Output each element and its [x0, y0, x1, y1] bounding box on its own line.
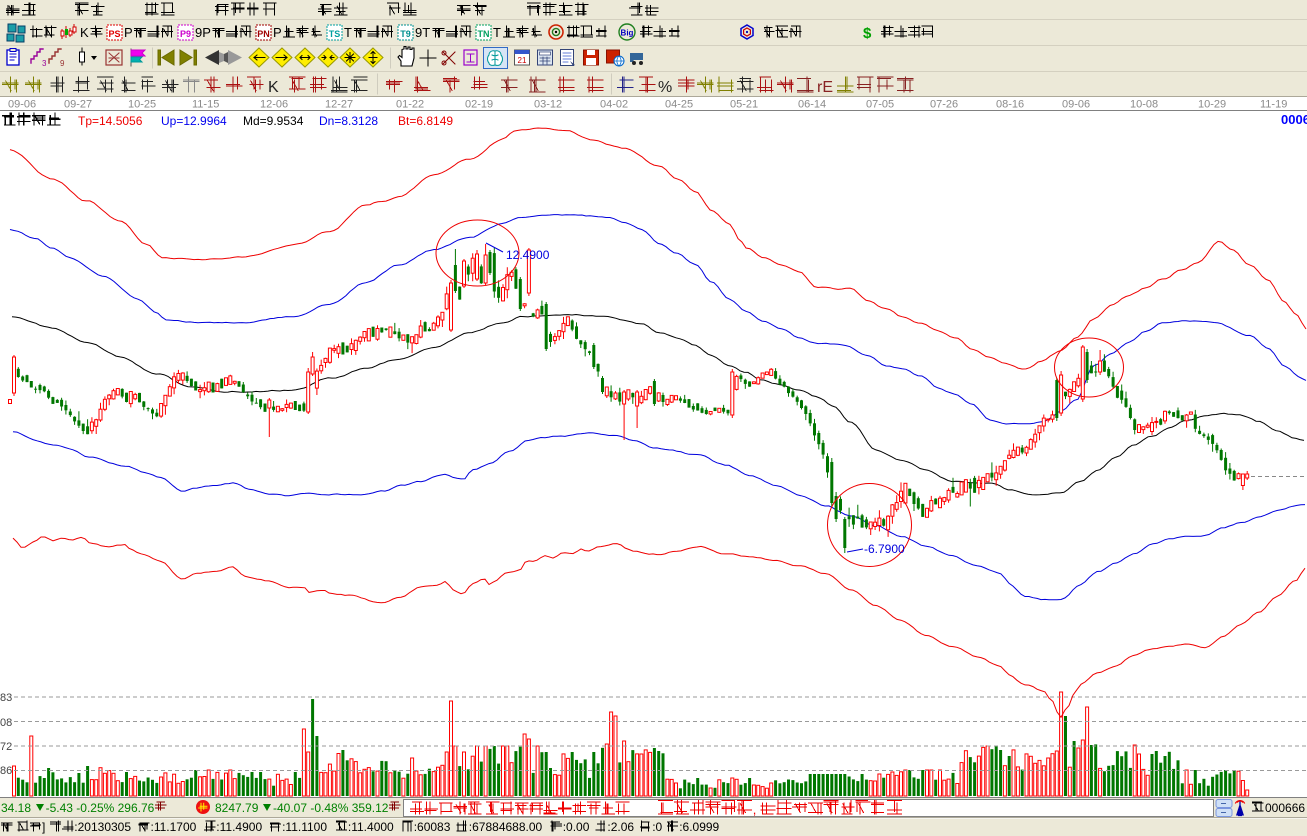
- svg-text:T: T: [344, 25, 352, 40]
- svg-text:10-08: 10-08: [1130, 99, 1158, 111]
- svg-text:02-19: 02-19: [465, 99, 493, 111]
- svg-text:3: 3: [42, 59, 47, 68]
- svg-text:000666: 000666: [1281, 112, 1307, 127]
- svg-text::67884688.00: :67884688.00: [469, 820, 543, 834]
- svg-text:9P: 9P: [195, 25, 211, 40]
- svg-text:01-22: 01-22: [396, 99, 424, 111]
- svg-text:11-15: 11-15: [192, 99, 219, 111]
- svg-text:06-14: 06-14: [798, 99, 826, 111]
- svg-text:-5.43 -0.25% 296.76: -5.43 -0.25% 296.76: [46, 801, 155, 815]
- svg-text:Dn=8.3128: Dn=8.3128: [319, 114, 378, 128]
- svg-text:09-27: 09-27: [64, 99, 92, 111]
- svg-text::11.4000: :11.4000: [348, 820, 394, 834]
- svg-text:07-26: 07-26: [930, 99, 958, 111]
- svg-text:-40.07 -0.48% 359.12: -40.07 -0.48% 359.12: [273, 801, 389, 815]
- svg-text:rE: rE: [817, 79, 833, 96]
- svg-text::0: :0: [652, 820, 662, 834]
- svg-text:12.4900: 12.4900: [506, 248, 550, 262]
- svg-text:TS: TS: [329, 29, 341, 39]
- svg-text::2.06: :2.06: [607, 820, 634, 834]
- svg-text:-6.7900: -6.7900: [864, 542, 905, 556]
- svg-text:86: 86: [0, 765, 12, 777]
- svg-text:TN: TN: [478, 29, 490, 39]
- svg-text:08: 08: [0, 717, 12, 729]
- svg-text:21: 21: [518, 56, 527, 65]
- svg-text:Up=12.9964: Up=12.9964: [161, 114, 227, 128]
- svg-text:T: T: [493, 25, 501, 40]
- svg-text:72: 72: [0, 741, 12, 753]
- svg-text:07-05: 07-05: [866, 99, 894, 111]
- svg-text:PS: PS: [108, 29, 120, 39]
- svg-text:Bt=6.8149: Bt=6.8149: [398, 114, 453, 128]
- svg-text:12-27: 12-27: [325, 99, 353, 111]
- svg-text:Tp=14.5056: Tp=14.5056: [78, 114, 143, 128]
- svg-text:10-25: 10-25: [128, 99, 156, 111]
- svg-text:P: P: [273, 25, 282, 40]
- svg-text:$: $: [863, 25, 872, 42]
- svg-text:10-29: 10-29: [1198, 99, 1226, 111]
- svg-text::6.0999: :6.0999: [679, 820, 719, 834]
- svg-text:11-19: 11-19: [1260, 99, 1287, 111]
- svg-text:09-06: 09-06: [1062, 99, 1090, 111]
- svg-text:8247.79: 8247.79: [215, 801, 259, 815]
- svg-text:09-06: 09-06: [8, 99, 36, 111]
- svg-text:04-25: 04-25: [665, 99, 693, 111]
- svg-text:000666: 000666: [1265, 801, 1305, 815]
- svg-text:K: K: [268, 79, 279, 96]
- svg-text::60083: :60083: [414, 820, 451, 834]
- svg-text:]: ]: [42, 820, 45, 834]
- svg-text:Big: Big: [621, 29, 634, 38]
- svg-text::11.1100: :11.1100: [282, 820, 327, 834]
- svg-text:PN: PN: [257, 29, 270, 39]
- svg-text:,: ,: [753, 802, 757, 817]
- svg-text:34.18: 34.18: [1, 801, 31, 815]
- svg-text::11.4900: :11.4900: [216, 820, 262, 834]
- svg-text:Md=9.9534: Md=9.9534: [243, 114, 304, 128]
- svg-text::11.1700: :11.1700: [151, 820, 197, 834]
- svg-text:04-02: 04-02: [600, 99, 628, 111]
- svg-text:9: 9: [60, 59, 65, 68]
- svg-text:03-12: 03-12: [534, 99, 562, 111]
- svg-text:05-21: 05-21: [730, 99, 758, 111]
- svg-text:P: P: [124, 25, 133, 40]
- svg-text:83: 83: [0, 692, 12, 704]
- svg-text:P9: P9: [180, 29, 191, 39]
- svg-text:9T: 9T: [415, 25, 430, 40]
- svg-text:K: K: [80, 25, 89, 40]
- svg-text::20130305: :20130305: [74, 820, 131, 834]
- svg-text:T9: T9: [400, 29, 411, 39]
- svg-text:%: %: [658, 79, 672, 96]
- svg-text:08-16: 08-16: [996, 99, 1024, 111]
- svg-text:12-06: 12-06: [260, 99, 288, 111]
- svg-text::0.00: :0.00: [563, 820, 590, 834]
